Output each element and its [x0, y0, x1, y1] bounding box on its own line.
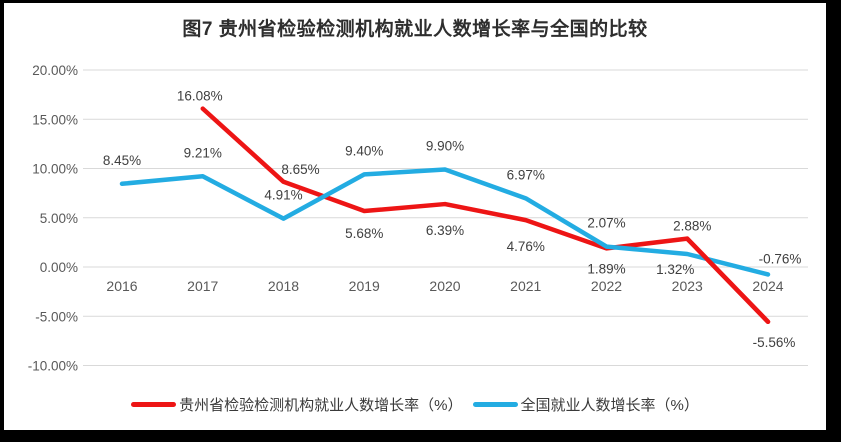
series-line-guizhou-top-segment	[685, 236, 771, 325]
y-axis-tick-label: -5.00%	[35, 309, 78, 324]
x-axis-tick-label: 2021	[510, 278, 541, 294]
x-axis-tick-label: 2018	[268, 278, 299, 294]
data-label: 5.68%	[345, 226, 383, 241]
data-label: 4.76%	[507, 239, 545, 254]
data-label: -0.76%	[759, 251, 802, 266]
data-label: 9.21%	[184, 145, 222, 160]
series-line-guizhou	[200, 106, 771, 325]
data-label: 4.91%	[264, 188, 302, 203]
series-line-national	[119, 167, 771, 277]
chart-title: 图7 贵州省检验检测机构就业人数增长率与全国的比较	[182, 19, 648, 40]
legend-label-national: 全国就业人数增长率（%）	[520, 396, 699, 414]
y-axis-tick-label: 5.00%	[40, 211, 78, 226]
legend-red-line-swatch	[131, 401, 177, 407]
y-axis-tick-label: 15.00%	[32, 112, 78, 127]
x-axis-tick-label: 2024	[752, 278, 783, 294]
x-axis-tick-label: 2016	[106, 278, 137, 294]
x-axis-tick-label: 2022	[591, 278, 622, 294]
legend-item-guizhou: 贵州省检验检测机构就业人数增长率（%）	[131, 394, 463, 414]
data-label: 8.65%	[281, 162, 319, 177]
legend-blue-line-swatch	[472, 401, 518, 407]
data-label: 8.45%	[103, 153, 141, 168]
data-label: 1.32%	[656, 262, 694, 277]
data-label: 1.89%	[587, 261, 625, 276]
data-label: 6.39%	[426, 223, 464, 238]
data-label: 9.40%	[345, 143, 383, 158]
x-axis-tick-label: 2023	[672, 278, 703, 294]
data-label: 6.97%	[507, 167, 545, 182]
data-label: -5.56%	[753, 335, 796, 350]
y-axis-tick-label: -10.00%	[28, 359, 78, 374]
legend-item-national: 全国就业人数增长率（%）	[472, 394, 699, 414]
legend-label-guizhou: 贵州省检验检测机构就业人数增长率（%）	[179, 396, 463, 414]
chart-legend: 贵州省检验检测机构就业人数增长率（%） 全国就业人数增长率（%）	[4, 394, 826, 414]
y-axis-tick-label: 20.00%	[32, 63, 78, 78]
y-axis-tick-label: 10.00%	[32, 162, 78, 177]
x-axis-tick-label: 2017	[187, 278, 218, 294]
x-axis-tick-label: 2020	[429, 278, 460, 294]
x-axis-tick-label: 2019	[349, 278, 380, 294]
y-axis-tick-label: 0.00%	[40, 260, 78, 275]
data-label: 2.07%	[587, 216, 625, 231]
chart-panel: 图7 贵州省检验检测机构就业人数增长率与全国的比较 20.00% 15.00% 10…	[4, 3, 826, 430]
data-label: 9.90%	[426, 138, 464, 153]
line-chart-canvas: 20.00% 15.00% 10.00% 5.00% 0.00% -5.00% -10.00…	[28, 63, 808, 374]
data-label: 16.08%	[177, 89, 223, 104]
data-label: 2.88%	[673, 219, 711, 234]
